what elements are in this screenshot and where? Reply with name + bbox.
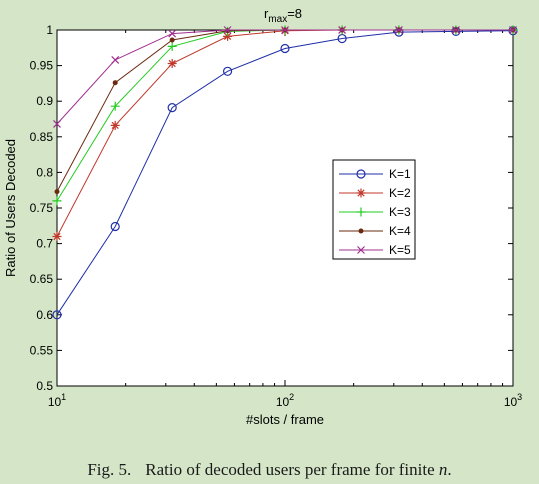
caption-end: . [447,460,452,479]
caption-number: Fig. 5. [87,460,132,479]
series-1-point-5 [337,33,347,44]
series-1-point-1 [110,221,120,232]
series-1-point-4 [280,43,290,54]
series-5-point-3 [223,26,232,34]
series-5-point-5 [338,26,347,34]
legend-marker-2 [356,188,366,198]
series-layer [52,25,518,320]
legend-label-2: K=2 [389,186,411,200]
legend-label-5: K=5 [389,243,411,257]
legend: K=1 K=2 K=3 K=4 K=5 [332,159,416,260]
x-tick-label-2: 103 [504,392,522,409]
caption-variable: n [438,460,448,479]
plot-area [56,29,514,387]
series-5-point-4 [281,26,289,34]
axis-ticks: 0.5 0.55 0.6 0.65 0.7 0.75 0.8 0.85 0.9 0.95 1 101 1… [30,23,523,409]
series-5-point-2 [168,29,177,38]
series-5-point-0 [53,120,61,128]
series-5 [53,26,517,128]
series-2-point-3 [223,31,233,41]
series-1 [52,26,518,320]
y-tick-label-7: 0.85 [30,130,54,144]
series-1-point-3 [222,66,233,76]
x-tick-label-1: 102 [276,392,294,409]
series-4-point-0 [54,189,60,195]
x-axis-label: #slots / frame [246,412,324,427]
y-tick-label-3: 0.65 [30,272,54,286]
y-tick-label-8: 0.9 [36,94,53,108]
y-tick-label-4: 0.7 [36,237,53,251]
series-5-point-1 [111,55,120,64]
y-tick-label-9: 0.95 [30,59,54,73]
chart-title-base: r [264,6,269,21]
series-5-point-8 [509,26,517,34]
series-4-point-1 [112,80,118,86]
chart-title-sub: max [268,14,287,25]
y-tick-label-6: 0.8 [36,165,53,179]
series-2-point-2 [167,58,177,68]
series-line-1 [56,30,514,316]
y-tick-label-2: 0.6 [36,308,53,322]
series-3-point-2 [167,41,177,51]
y-tick-label-1: 0.55 [30,343,54,357]
series-5-point-7 [452,26,460,34]
series-2-point-0 [52,231,62,241]
legend-marker-1 [356,169,366,179]
legend-marker-5 [357,246,365,254]
y-tick-label-10: 1 [46,23,53,37]
caption-text: Ratio of decoded users per frame for fin… [145,460,435,479]
y-axis-label: Ratio of Users Decoded [3,139,18,277]
legend-marker-3 [356,207,366,217]
y-tick-label-5: 0.75 [30,201,54,215]
legend-label-4: K=4 [389,224,411,238]
legend-label-1: K=1 [389,167,411,181]
x-tick-label-0: 101 [48,392,66,409]
series-3-point-0 [52,196,62,206]
series-4-point-2 [169,37,175,43]
y-tick-label-0: 0.5 [36,379,53,393]
chart-title-tail: =8 [287,6,302,21]
series-2-point-1 [110,120,120,130]
legend-label-3: K=3 [389,205,411,219]
series-3-point-1 [110,101,120,111]
series-1-point-0 [52,310,62,320]
figure-caption: Fig. 5. Ratio of decoded users per frame … [0,460,539,480]
legend-marker-4 [358,228,364,234]
chart-title: rmax=8 [264,6,302,25]
series-5-point-6 [395,26,403,34]
legend-box [332,159,416,260]
series-1-point-2 [167,103,177,113]
